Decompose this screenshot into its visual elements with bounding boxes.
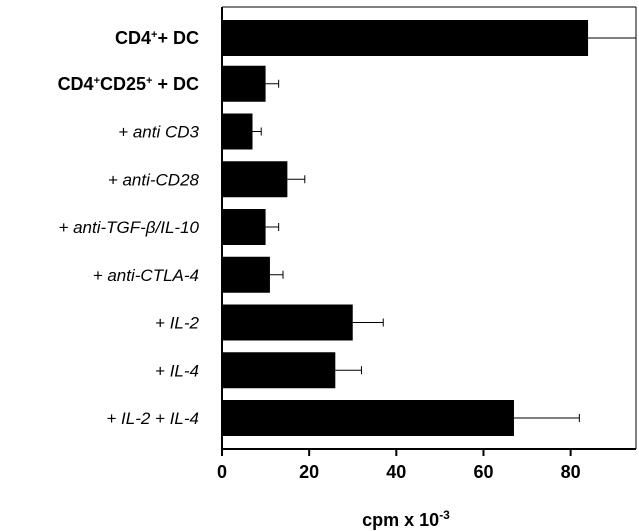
bar-4 — [222, 209, 266, 245]
bar-5 — [222, 256, 270, 293]
bar-6 — [222, 304, 353, 341]
bar-8 — [222, 400, 514, 436]
bar-7 — [222, 352, 336, 389]
x-tick-label-0: 0 — [217, 462, 227, 482]
x-tick-label-1: 20 — [299, 462, 319, 482]
x-tick-label-3: 60 — [473, 462, 493, 482]
category-label-2: + anti CD3 — [118, 123, 199, 142]
category-label-6: + IL-2 — [155, 314, 199, 333]
category-label-7: + IL-4 — [155, 361, 199, 380]
category-label-8: + IL-2 + IL-4 — [106, 409, 199, 428]
bar-1 — [222, 65, 266, 102]
category-labels-group: CD4++ DC CD4+CD25+ + DC + anti CD3 + anti-C… — [58, 28, 200, 428]
category-label-5: + anti-CTLA-4 — [93, 266, 199, 285]
x-tick-label-4: 80 — [561, 462, 581, 482]
error-bars-group — [252, 37, 636, 422]
bar-2 — [222, 113, 253, 150]
category-label-4: + anti-TGF-β/IL-10 — [58, 218, 199, 237]
category-label-0: CD4++ DC — [115, 28, 199, 48]
bar-3 — [222, 161, 288, 198]
bars-group — [222, 20, 589, 436]
x-tick-label-2: 40 — [386, 462, 406, 482]
bar-0 — [222, 20, 589, 56]
x-ticks-group: 0 20 40 60 80 — [217, 449, 581, 482]
category-label-1: CD4+CD25+ + DC — [58, 74, 199, 94]
category-label-3: + anti-CD28 — [108, 170, 200, 189]
x-axis-title: cpm x 10-3 — [362, 508, 450, 530]
